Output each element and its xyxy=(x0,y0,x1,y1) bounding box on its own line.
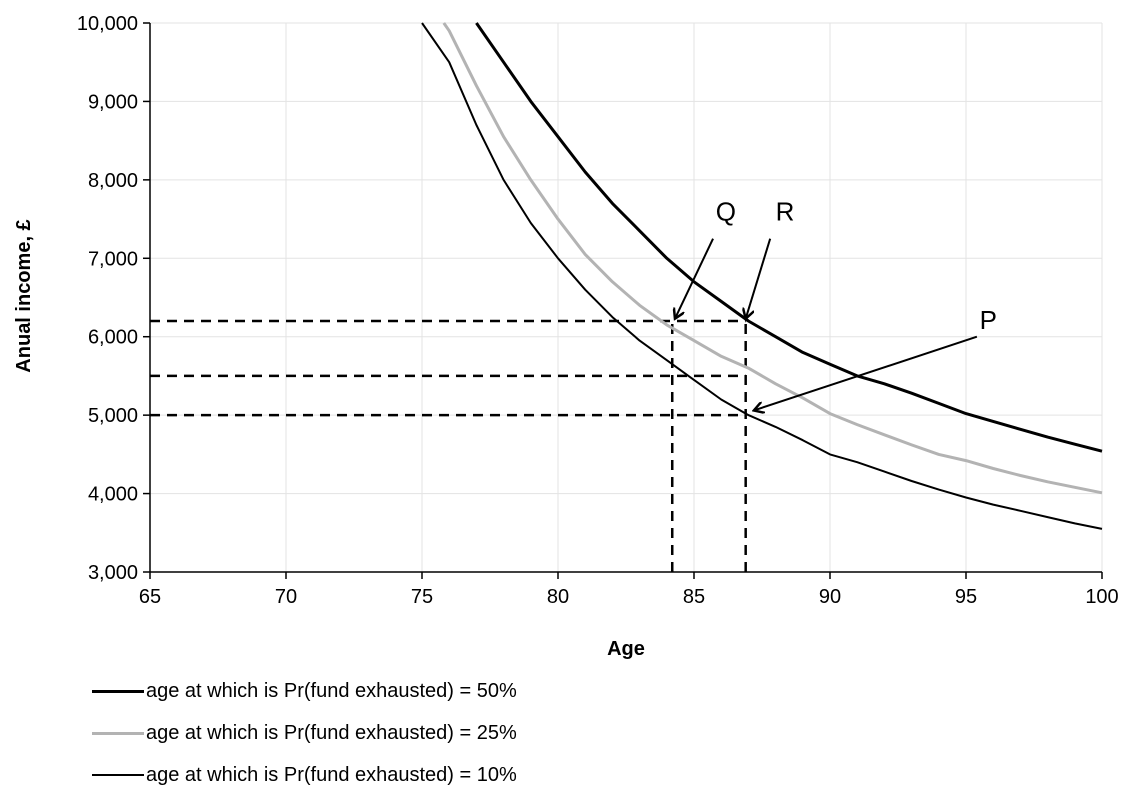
axes: 65 70 75 80 85 90 95 100 3,000 4,000 5,000 6,000 7,0… xyxy=(77,13,1119,608)
age-income-chart: 65 70 75 80 85 90 95 100 3,000 4,000 5,000 6,000 7,0… xyxy=(13,13,1119,660)
series-lines xyxy=(421,22,1103,530)
legend-label-50: age at which is Pr(fund exhausted) = 50% xyxy=(146,679,517,702)
x-axis-title: Age xyxy=(607,638,645,660)
y-tick-label: 7,000 xyxy=(88,248,138,270)
annotation-label-q: Q xyxy=(716,197,736,227)
legend-swatch-25 xyxy=(92,731,144,735)
x-tick-label: 75 xyxy=(411,586,433,608)
y-tick-label: 4,000 xyxy=(88,484,138,506)
y-axis-title: Anual income, £ xyxy=(13,219,35,372)
legend-label-25: age at which is Pr(fund exhausted) = 25% xyxy=(146,721,517,744)
x-tick-label: 70 xyxy=(275,586,297,608)
gridlines xyxy=(149,22,1103,573)
y-tick-label: 9,000 xyxy=(88,91,138,113)
annotation-arrow-q xyxy=(675,238,714,319)
annotations: Q R P xyxy=(675,197,997,411)
series-line-1 xyxy=(442,22,1103,495)
legend-swatch-10 xyxy=(92,774,144,776)
y-tick-label: 8,000 xyxy=(88,170,138,192)
x-tick-label: 65 xyxy=(139,586,161,608)
y-tick-label: 3,000 xyxy=(88,562,138,584)
y-tick-label: 10,000 xyxy=(77,13,138,35)
y-tick-label: 5,000 xyxy=(88,405,138,427)
annotation-label-p: P xyxy=(980,305,997,335)
legend-item-50: age at which is Pr(fund exhausted) = 50% xyxy=(92,670,517,712)
x-tick-label: 95 xyxy=(955,586,977,608)
series-line-2 xyxy=(421,22,1103,530)
annotation-label-r: R xyxy=(776,197,795,227)
legend-item-25: age at which is Pr(fund exhausted) = 25% xyxy=(92,712,517,754)
annotation-arrow-r xyxy=(746,238,772,319)
legend: age at which is Pr(fund exhausted) = 50%… xyxy=(92,670,517,796)
x-tick-label: 90 xyxy=(819,586,841,608)
x-tick-label: 100 xyxy=(1085,586,1118,608)
x-tick-label: 85 xyxy=(683,586,705,608)
legend-item-10: age at which is Pr(fund exhausted) = 10% xyxy=(92,754,517,796)
legend-label-10: age at which is Pr(fund exhausted) = 10% xyxy=(146,763,517,786)
series-line-0 xyxy=(475,22,1103,453)
y-tick-label: 6,000 xyxy=(88,327,138,349)
reference-dashed-lines xyxy=(150,319,747,572)
annotation-arrow-p xyxy=(754,335,978,411)
x-tick-label: 80 xyxy=(547,586,569,608)
legend-swatch-50 xyxy=(92,689,144,693)
